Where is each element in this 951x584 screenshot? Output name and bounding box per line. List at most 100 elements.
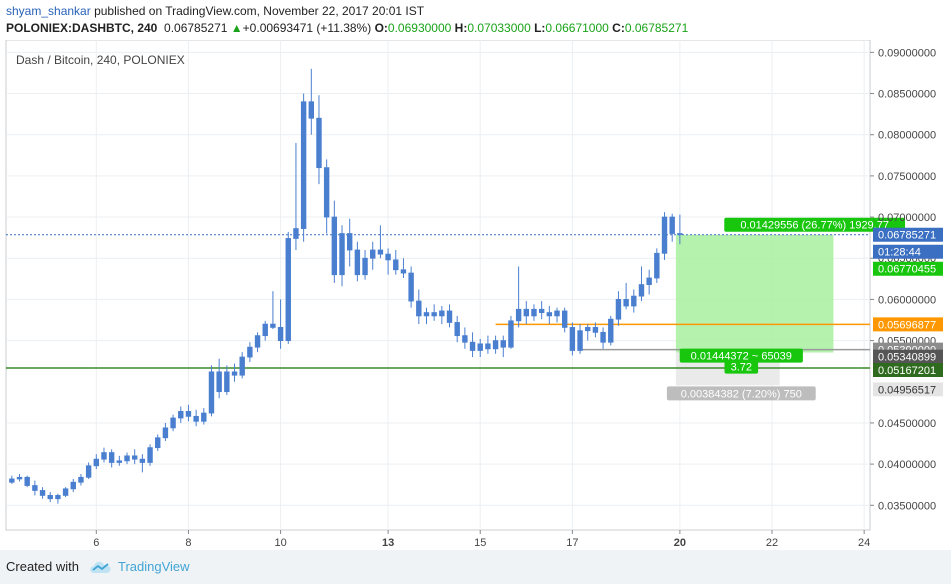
change-value: +0.00693471 (+11.38%) <box>242 21 372 35</box>
candle-body <box>55 495 61 500</box>
x-tick-label: 20 <box>674 537 686 549</box>
x-tick-label: 22 <box>766 537 778 549</box>
measure-label-text: 0.01429556 (26.77%) 1929.77 <box>740 220 889 232</box>
time-axis[interactable]: 6 8 10 13 15 17 20 22 24 <box>93 530 870 549</box>
measure-label: 0.01429556 (26.77%) 1929.77 <box>724 217 906 232</box>
candle-body <box>661 216 668 254</box>
y-tick-label: 0.08000000 <box>878 130 936 142</box>
candle <box>677 214 683 245</box>
price-label-bg <box>873 244 943 259</box>
candle <box>270 291 276 330</box>
tradingview-cloud-icon[interactable] <box>88 557 114 575</box>
published-text: published on TradingView.com, November 2… <box>94 4 425 18</box>
candle-body <box>362 257 368 276</box>
candle-body <box>423 312 430 317</box>
measure-label-bg <box>679 348 803 363</box>
candle <box>285 231 291 344</box>
price-axis[interactable]: 0.09000000 0.08500000 0.08000000 0.07500000… <box>870 47 936 512</box>
candle-body <box>231 371 238 376</box>
measure-range-box <box>675 234 834 386</box>
x-tick-label: 13 <box>382 537 394 549</box>
x-tick-label: 10 <box>274 537 286 549</box>
candle <box>669 213 675 242</box>
candle-body <box>262 323 268 337</box>
candle <box>300 93 307 242</box>
candle-body <box>62 488 69 496</box>
candle-body <box>615 299 622 320</box>
candle <box>531 304 537 321</box>
candle-body <box>70 481 76 490</box>
candle-body <box>454 322 460 337</box>
price-label-text: 01:28:44 <box>878 247 921 259</box>
x-tick-label: 17 <box>566 537 578 549</box>
candle <box>385 248 391 275</box>
candle <box>546 306 553 325</box>
ohlc-line: POLONIEX:DASHBTC, 240 0.06785271 ▲+0.006… <box>6 20 946 37</box>
open-label: O: <box>374 21 388 35</box>
candle-body <box>139 458 146 463</box>
candle <box>454 315 460 343</box>
candle-body <box>32 485 38 491</box>
candle-body <box>239 356 245 376</box>
candle <box>39 487 46 499</box>
price-label-bg <box>873 349 943 364</box>
x-tick-label: 6 <box>93 537 99 549</box>
candle <box>608 315 614 346</box>
candle-body <box>592 327 599 333</box>
price-label-bg <box>873 317 943 332</box>
candle-body <box>608 318 614 343</box>
change-arrow-icon: ▲ <box>230 21 243 35</box>
price-label: 0.05167201 <box>873 362 943 377</box>
candle-body <box>9 478 15 483</box>
candle <box>93 454 100 470</box>
candle <box>162 422 169 442</box>
candlestick-chart[interactable]: 0.01429556 (26.77%) 1929.77 0.01444372 ~ … <box>0 40 951 550</box>
candle-body <box>170 417 176 429</box>
candle-body <box>155 437 161 449</box>
candle-body <box>277 327 284 341</box>
candle <box>400 258 407 278</box>
candle <box>231 363 238 382</box>
candle-body <box>193 415 199 422</box>
candle-body <box>346 233 353 251</box>
candle-body <box>16 476 23 480</box>
candle <box>62 487 69 498</box>
range-fill <box>675 234 834 353</box>
candle-body <box>39 490 46 496</box>
candle <box>247 342 253 362</box>
candle <box>178 406 184 423</box>
tradingview-link[interactable]: TradingView <box>118 559 190 574</box>
author-link[interactable]: shyam_shankar <box>6 4 91 18</box>
candle-body <box>492 340 499 350</box>
y-tick-label: 0.09000000 <box>878 47 936 59</box>
candle-body <box>523 308 530 317</box>
price-label-bg <box>873 261 943 276</box>
candle-body <box>646 277 652 285</box>
measure-annotations: 0.01429556 (26.77%) 1929.77 0.01444372 ~ … <box>666 217 906 401</box>
candle <box>600 327 606 349</box>
x-tick-label: 24 <box>858 537 870 549</box>
candle <box>569 322 576 356</box>
candle-body <box>247 346 253 358</box>
candle <box>108 449 115 468</box>
candle-body <box>208 371 215 414</box>
candle-body <box>515 308 522 322</box>
candle <box>124 452 130 465</box>
candle <box>193 409 199 427</box>
candle <box>201 408 207 425</box>
candle-body <box>339 233 345 276</box>
candle-body <box>469 341 476 351</box>
candle <box>623 282 629 310</box>
candle-body <box>538 308 545 313</box>
candle <box>239 352 245 379</box>
footer-bar: Created with TradingView <box>0 550 951 584</box>
candle <box>216 358 222 399</box>
candle-body <box>162 427 169 439</box>
candle <box>16 474 23 482</box>
symbol-label[interactable]: POLONIEX:DASHBTC, 240 <box>6 21 158 35</box>
candle-body <box>93 458 100 467</box>
candle-body <box>531 308 537 317</box>
candle-body <box>500 340 506 348</box>
y-tick-label: 0.03500000 <box>878 500 936 512</box>
candle <box>254 332 261 353</box>
